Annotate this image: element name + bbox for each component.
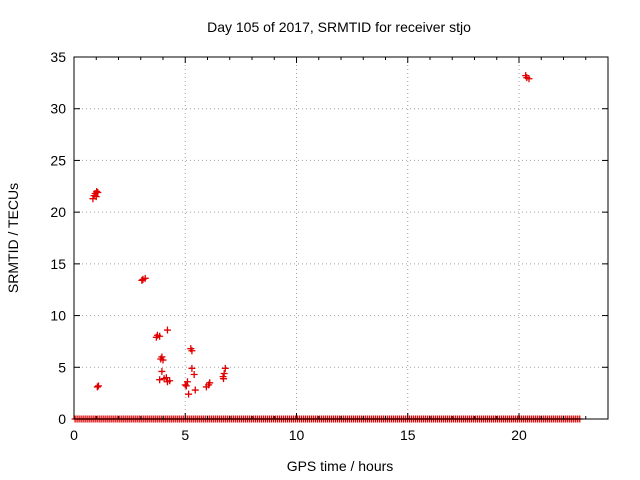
data-point — [141, 274, 149, 282]
data-point — [156, 376, 164, 384]
data-point — [188, 364, 196, 372]
data-point — [93, 383, 101, 391]
data-point — [220, 369, 228, 377]
data-point — [162, 374, 170, 382]
grid — [74, 57, 608, 419]
y-tick-label: 25 — [50, 152, 66, 168]
data-point — [191, 386, 199, 394]
data-point — [158, 353, 166, 361]
data-point — [185, 390, 193, 398]
y-tick-label: 30 — [50, 101, 66, 117]
data-point — [94, 188, 102, 196]
data-point — [190, 371, 198, 379]
ticks: 0 5 10 15 20 0 5 10 15 20 25 30 35 — [50, 49, 608, 443]
data-point — [182, 382, 190, 390]
data-point — [156, 332, 164, 340]
data-point — [94, 382, 102, 390]
y-tick-label: 35 — [50, 49, 66, 65]
x-tick-label: 15 — [400, 427, 416, 443]
data-point — [159, 356, 167, 364]
data-point — [158, 367, 166, 375]
data-point — [188, 347, 196, 355]
x-axis-label: GPS time / hours — [287, 458, 394, 474]
chart-title: Day 105 of 2017, SRMTID for receiver stj… — [207, 19, 471, 35]
y-tick-label: 15 — [50, 256, 66, 272]
x-tick-label: 20 — [511, 427, 527, 443]
data-point — [183, 378, 191, 386]
data-point — [221, 364, 229, 372]
x-tick-label: 5 — [181, 427, 189, 443]
data-point — [163, 326, 171, 334]
data-point — [93, 187, 101, 195]
data-point — [220, 375, 228, 383]
data-point — [166, 377, 174, 385]
y-tick-label: 20 — [50, 204, 66, 220]
x-tick-label: 10 — [289, 427, 305, 443]
x-tick-label: 0 — [70, 427, 78, 443]
data-point — [525, 75, 533, 83]
data-point — [206, 379, 214, 387]
y-axis-label: SRMTID / TECUs — [5, 183, 21, 293]
y-tick-label: 5 — [58, 359, 66, 375]
y-tick-label: 10 — [50, 308, 66, 324]
y-tick-label: 0 — [58, 411, 66, 427]
